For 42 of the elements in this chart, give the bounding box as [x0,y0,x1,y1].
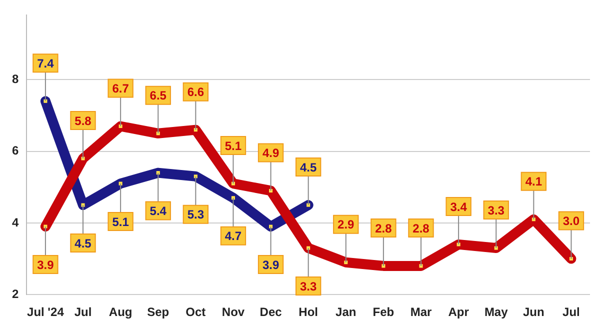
data-label: 4.7 [224,229,242,244]
data-label: 4.1 [525,174,542,189]
x-tick-label: Jun [522,305,544,320]
x-tick-label: Oct [186,305,206,320]
data-label: 3.3 [488,203,505,218]
data-label: 5.3 [187,208,204,222]
y-tick-label: 6 [12,144,19,158]
data-label: 6.7 [112,82,130,96]
x-tick-label: Mar [410,305,432,320]
y-tick-label: 4 [12,215,19,230]
data-label: 6.6 [187,85,204,100]
data-label: 4.5 [74,236,92,250]
data-label: 6.5 [150,88,167,103]
data-label: 3.4 [450,200,468,214]
data-label: 5.1 [112,214,130,229]
y-tick-label: 8 [12,72,19,86]
data-label: 2.8 [412,221,430,236]
data-label: 3.9 [37,258,54,272]
x-tick-label: Sep [147,305,170,320]
x-tick-label: Jul '24 [27,305,64,320]
x-tick-label: Apr [448,305,470,320]
data-label: 3.0 [562,214,580,228]
x-tick-label: Jan [336,305,356,320]
data-label: 7.4 [37,56,54,70]
x-tick-label: Aug [108,305,132,320]
data-label: 5.4 [150,204,167,218]
data-label: 5.1 [224,138,242,153]
x-tick-label: Nov [222,305,245,320]
x-tick-label: Jul [74,305,92,320]
data-label: 2.8 [375,221,392,236]
data-label: 3.3 [300,279,317,294]
data-label: 2.9 [338,218,355,232]
y-tick-label: 2 [12,286,19,301]
x-tick-label: Jul [562,305,580,320]
x-tick-label: Feb [372,305,394,320]
data-label: 5.8 [74,114,92,128]
x-tick-label: Dec [260,305,282,320]
data-label: 4.5 [300,160,317,174]
x-tick-label: Hol [298,305,318,320]
data-label: 3.9 [262,258,280,272]
data-label: 4.9 [262,146,280,160]
x-tick-label: May [484,305,508,320]
